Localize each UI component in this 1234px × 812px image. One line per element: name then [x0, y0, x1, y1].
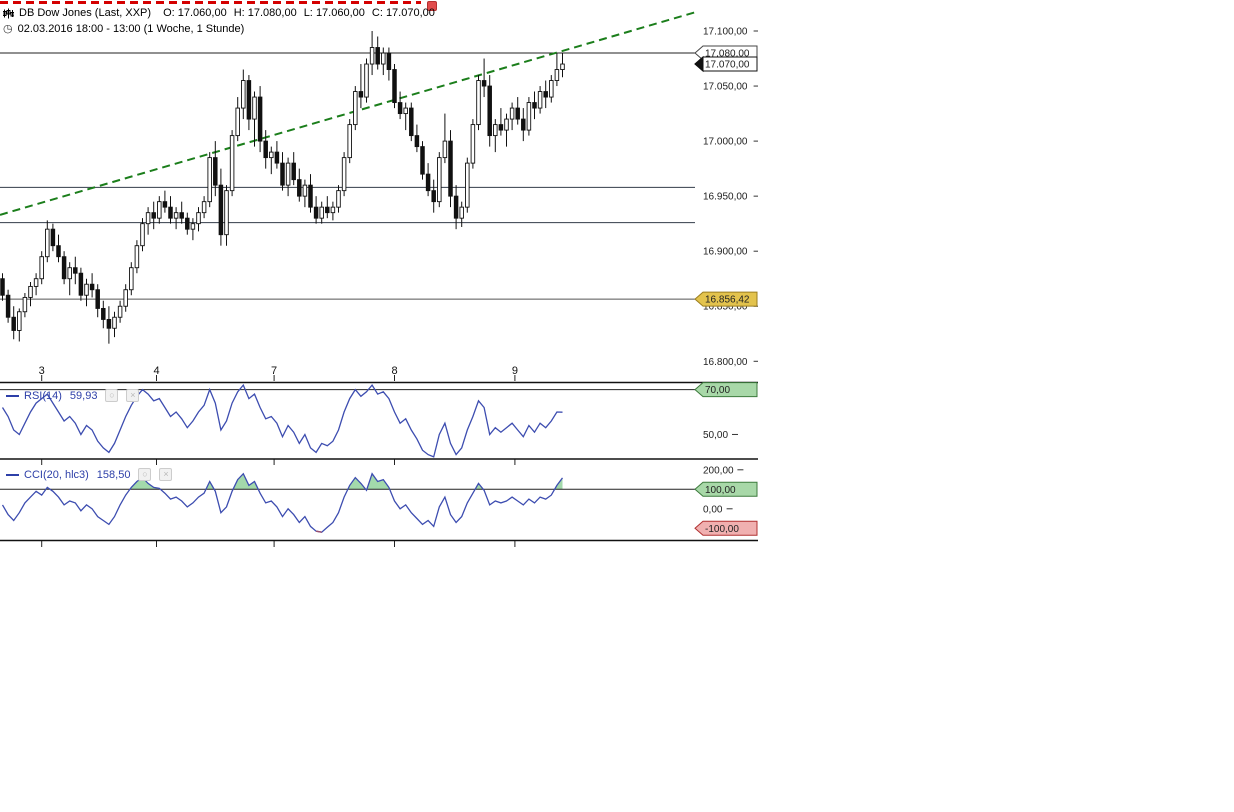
axis-price-tag[interactable]	[694, 382, 758, 398]
axis-label: 70,00	[705, 385, 730, 396]
cci-overbought-fill	[475, 483, 484, 490]
rsi-line-swatch	[6, 394, 19, 397]
axis-label: 17.070,00	[705, 60, 750, 71]
ohlc-low: L: 17.060,00	[303, 7, 365, 19]
rsi-line	[1, 383, 563, 458]
axis-price-tag[interactable]	[694, 481, 758, 497]
trend-line[interactable]	[0, 11, 696, 216]
cci-line	[1, 472, 564, 533]
cci-overbought-fill	[206, 481, 215, 490]
close-icon: ×	[163, 469, 169, 479]
chart-period-row: ◷ 02.03.2016 18:00 - 13:00 (1 Woche, 1 S…	[3, 22, 245, 36]
rsi-settings-button[interactable]: ○	[105, 389, 119, 402]
clock-icon: ◷	[3, 23, 13, 35]
axis-price-tag[interactable]	[694, 291, 758, 307]
axis-label: 8	[391, 365, 397, 377]
cci-overbought-fill	[347, 477, 366, 490]
ohlc-readout: O: 17.060,00 H: 17.080,00 L: 17.060,00 C…	[156, 7, 435, 19]
candlesticks	[0, 31, 565, 344]
rsi-close-button[interactable]: ×	[126, 389, 140, 402]
axis-label: 16.856,42	[705, 295, 750, 306]
price-chart-canvas[interactable]: 17.100,00 17.050,00 17.000,00 16.950,00 16.9…	[0, 0, 758, 548]
cci-legend: CCI(20, hlc3) 158,50 ○ ×	[6, 468, 173, 481]
axis-label: -100,00	[705, 524, 739, 535]
alarm-icon[interactable]	[427, 1, 437, 11]
rsi-name: RSI(14)	[24, 389, 62, 402]
rsi-legend: RSI(14) 59,93 ○ ×	[6, 389, 140, 402]
chart-period: 02.03.2016 18:00 - 13:00 (1 Woche, 1 Stu…	[17, 22, 245, 35]
cci-overbought-fill	[129, 477, 161, 490]
gear-icon: ○	[142, 469, 148, 479]
ohlc-close: C: 17.070,00	[371, 7, 435, 19]
close-icon: ×	[130, 390, 136, 400]
cci-overbought-fill	[233, 473, 259, 490]
axis-label: 17.050,00	[703, 82, 748, 93]
ohlc-high: H: 17.080,00	[233, 7, 297, 19]
axis-label: 17.080,00	[705, 49, 750, 60]
axis-tag-arrow	[694, 55, 704, 73]
axis-label: 17.100,00	[703, 27, 748, 38]
axis-label: 9	[512, 365, 518, 377]
axis-label: 4	[153, 365, 159, 377]
axis-label: 17.000,00	[703, 137, 748, 148]
axis-label: 16.850,00	[703, 302, 748, 313]
axis-label: 50,00	[703, 430, 728, 441]
cci-line-swatch	[6, 473, 19, 476]
cci-oversold-segment	[315, 530, 322, 533]
rsi-value: 59,93	[69, 389, 98, 402]
ohlc-open: O: 17.060,00	[163, 7, 227, 19]
axis-label: 3	[39, 365, 45, 377]
axis-label: 100,00	[705, 485, 736, 496]
cci-value: 158,50	[96, 468, 131, 481]
axis-label: 7	[271, 365, 277, 377]
candlestick-icon	[3, 8, 14, 19]
instrument-title: DB Dow Jones (Last, XXP)	[19, 7, 152, 19]
chart-header: DB Dow Jones (Last, XXP) O: 17.060,00 H:…	[3, 7, 435, 19]
gear-icon: ○	[109, 390, 115, 400]
axis-price-tag[interactable]	[694, 520, 758, 536]
cci-close-button[interactable]: ×	[159, 468, 173, 481]
axis-label: 0,00	[703, 504, 723, 515]
axis-label: 16.950,00	[703, 192, 748, 203]
axis-label: 200,00	[703, 465, 734, 476]
cci-name: CCI(20, hlc3)	[24, 468, 89, 481]
cci-settings-button[interactable]: ○	[138, 468, 152, 481]
axis-label: 16.900,00	[703, 247, 748, 258]
axis-label: 16.800,00	[703, 357, 748, 368]
